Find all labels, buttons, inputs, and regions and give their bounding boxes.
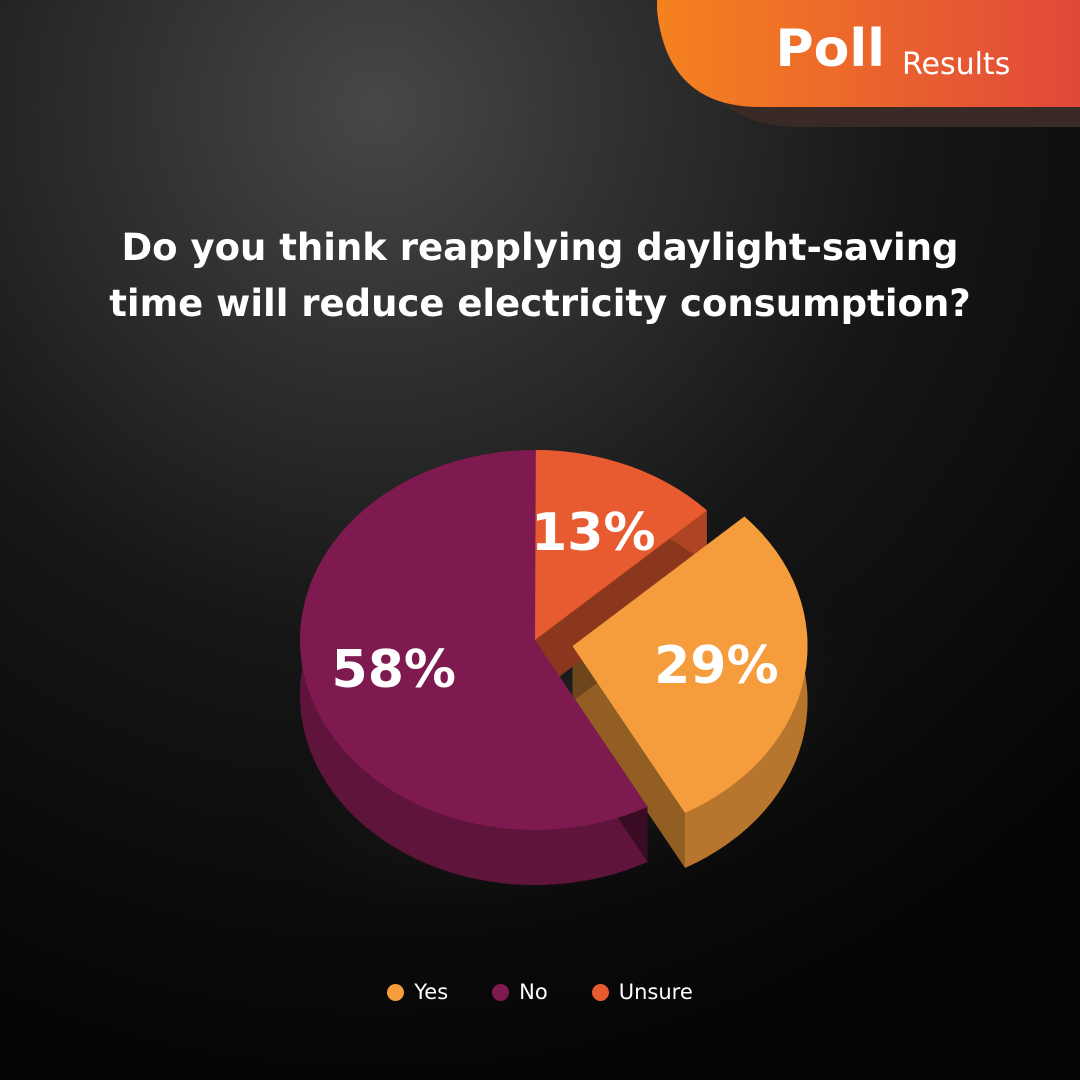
legend-item: No: [492, 980, 548, 1004]
data-label: 29%: [654, 636, 778, 696]
legend-swatch: [387, 983, 405, 1001]
slice-side: [299, 450, 648, 885]
legend-label: Yes: [414, 980, 449, 1004]
chart-title: Do you think reapplying daylight-saving …: [109, 226, 971, 325]
legend-label: Unsure: [618, 980, 693, 1004]
pie: 29% 58% 13%: [299, 450, 808, 885]
legend-swatch: [492, 983, 510, 1001]
legend: Yes No Unsure: [0, 980, 1080, 1004]
pie-slice: [299, 450, 648, 830]
legend-item: Yes: [387, 980, 448, 1004]
header-bold: Poll: [776, 19, 885, 79]
data-label: 58%: [332, 640, 456, 700]
header-banner: [657, 0, 1080, 107]
header-light: Results: [902, 47, 1010, 82]
legend-label: No: [519, 980, 548, 1004]
pie-slice: [535, 450, 707, 640]
data-label: 13%: [531, 503, 655, 563]
legend-swatch: [591, 983, 609, 1001]
pie-slice: [572, 516, 808, 813]
legend-item: Unsure: [591, 980, 693, 1004]
